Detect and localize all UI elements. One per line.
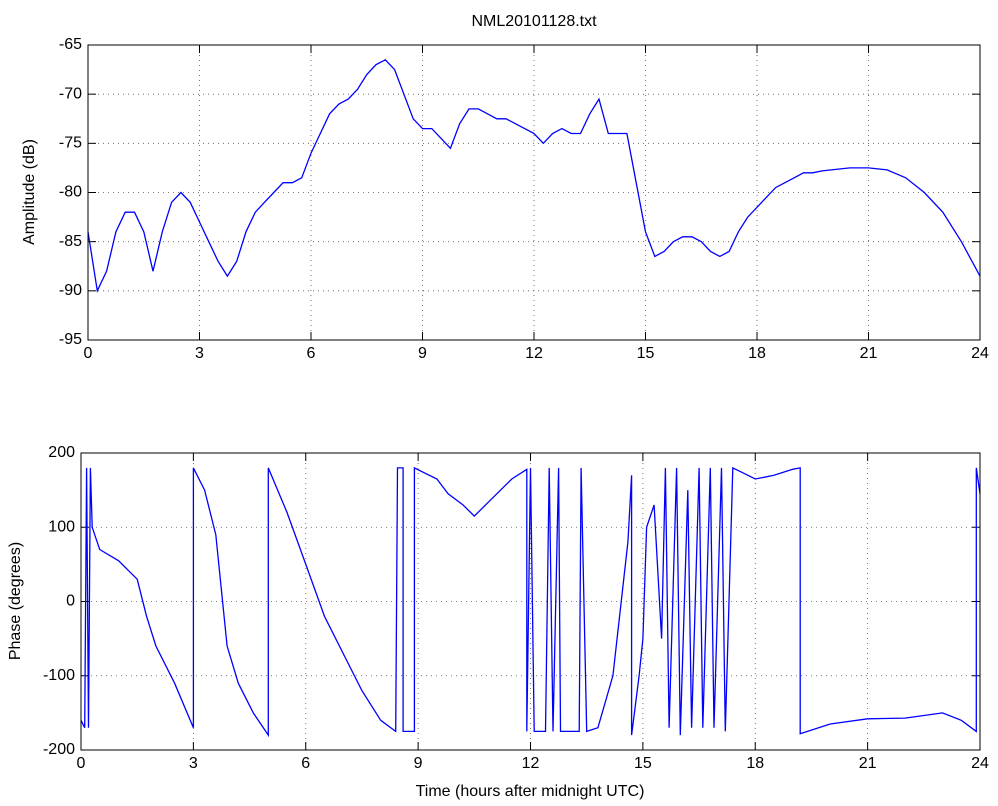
y-tick-label: -75 — [59, 135, 82, 152]
x-tick-label: 21 — [859, 755, 877, 772]
x-tick-label: 12 — [522, 755, 540, 772]
x-axis-label: Time (hours after midnight UTC) — [416, 783, 645, 800]
x-tick-label: 9 — [418, 345, 427, 362]
y-tick-label: 0 — [66, 593, 75, 610]
x-tick-label: 12 — [525, 345, 543, 362]
y-tick-label: -65 — [59, 36, 82, 53]
data-line — [87, 58, 981, 293]
data-line — [80, 466, 981, 738]
x-tick-label: 0 — [84, 345, 93, 362]
y-axis-label: Phase (degrees) — [7, 542, 24, 660]
axes-frame — [80, 452, 981, 751]
y-tick-label: -100 — [43, 667, 75, 684]
x-tick-label: 6 — [301, 755, 310, 772]
y-tick-label: 100 — [48, 518, 75, 535]
x-tick-label: 18 — [746, 755, 764, 772]
y-tick-label: -70 — [59, 85, 82, 102]
x-tick-label: 18 — [748, 345, 766, 362]
x-tick-label: 15 — [634, 755, 652, 772]
y-tick-label: -90 — [59, 282, 82, 299]
x-tick-label: 9 — [414, 755, 423, 772]
x-tick-label: 0 — [77, 755, 86, 772]
x-tick-label: 24 — [971, 345, 989, 362]
axes-frame — [87, 44, 981, 341]
x-tick-label: 24 — [971, 755, 989, 772]
y-tick-label: -80 — [59, 184, 82, 201]
x-tick-label: 21 — [860, 345, 878, 362]
y-tick-label: -85 — [59, 233, 82, 250]
y-tick-label: 200 — [48, 444, 75, 461]
x-tick-label: 15 — [637, 345, 655, 362]
chart-title: NML20101128.txt — [471, 13, 597, 30]
y-tick-label: -200 — [43, 741, 75, 758]
x-tick-label: 3 — [189, 755, 198, 772]
y-axis-label: Amplitude (dB) — [21, 139, 38, 245]
x-tick-label: 6 — [307, 345, 316, 362]
x-tick-label: 3 — [195, 345, 204, 362]
y-tick-label: -95 — [59, 331, 82, 348]
